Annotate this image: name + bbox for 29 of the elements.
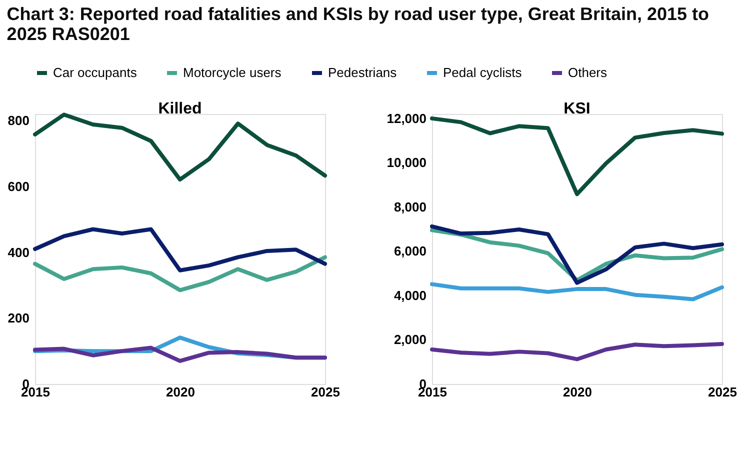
x-tick-label: 2020 — [563, 384, 592, 400]
x-tick-label: 2020 — [166, 384, 195, 400]
chart-title: Killed — [158, 100, 202, 118]
x-tick-label: 2025 — [708, 384, 737, 400]
y-tick-label: 400 — [8, 244, 30, 260]
line-series — [430, 282, 724, 302]
line-series — [430, 342, 724, 362]
line-series — [33, 255, 327, 292]
legend-label: Pedal cyclists — [443, 65, 522, 80]
chart-title: KSI — [564, 100, 590, 118]
y-tick-label: 600 — [8, 178, 30, 194]
line-series — [33, 346, 327, 363]
caption: Chart 3: Reported road fatalities and KSIs by road user type, Great Britain, 2015 to 2025 RAS0201 — [6, 4, 709, 44]
x-tick-label: 2025 — [311, 384, 340, 400]
line-series — [33, 227, 327, 272]
legend-label: Car occupants — [53, 65, 138, 80]
y-tick-label: 12,000 — [386, 110, 426, 126]
legend-label: Pedestrians — [328, 65, 398, 80]
y-tick-label: 6,000 — [394, 244, 426, 259]
line-series — [33, 112, 327, 182]
y-tick-label: 8,000 — [394, 199, 426, 214]
legend-label: Motorcycle users — [183, 65, 282, 80]
y-tick-label: 800 — [8, 113, 30, 128]
line-series — [430, 116, 724, 196]
y-tick-label: 200 — [8, 310, 30, 326]
y-tick-label: 10,000 — [386, 155, 426, 170]
y-tick-label: 2,000 — [394, 332, 426, 348]
y-tick-label: 4,000 — [394, 288, 426, 303]
legend-label: Others — [568, 65, 608, 80]
